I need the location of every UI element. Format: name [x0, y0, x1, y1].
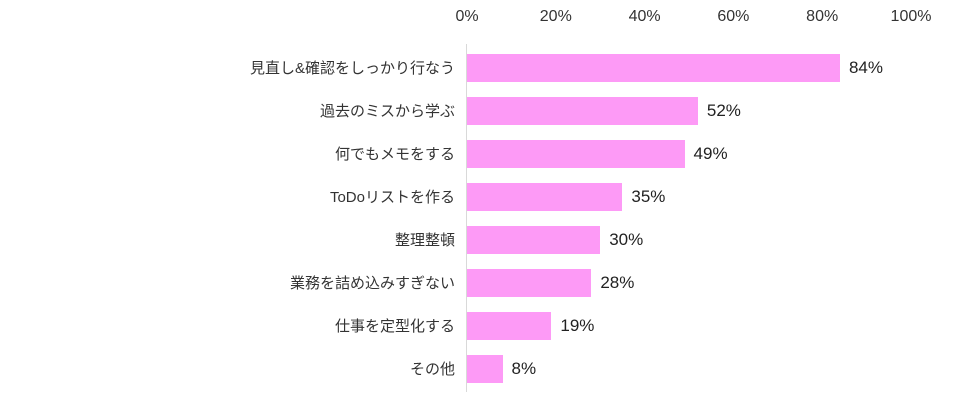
x-tick-label: 20%	[539, 8, 572, 25]
bar-row: 何でもメモをする 49%	[0, 132, 956, 175]
value-label: 35%	[631, 186, 666, 206]
bar	[467, 311, 552, 340]
bar-row: ToDoリストを作る 35%	[0, 175, 956, 218]
bar	[467, 182, 623, 211]
bar-row: 仕事を定型化する 19%	[0, 304, 956, 347]
x-tick-label: 80%	[806, 8, 839, 25]
bar	[467, 139, 685, 168]
bar-track: 49%	[467, 139, 911, 168]
category-label: 何でもメモをする	[334, 146, 455, 163]
value-label: 19%	[560, 315, 595, 335]
value-label: 28%	[600, 272, 635, 292]
bar	[467, 53, 840, 82]
bar-track: 19%	[467, 311, 911, 340]
bar-track: 52%	[467, 96, 911, 125]
x-tick-label: 0%	[455, 8, 479, 25]
y-axis-line	[466, 44, 467, 392]
bar-track: 8%	[467, 354, 911, 383]
bar-row: その他 8%	[0, 347, 956, 390]
category-label: 整理整頓	[394, 232, 455, 249]
value-label: 49%	[693, 143, 728, 163]
category-label: 業務を詰め込みすぎない	[289, 275, 455, 292]
bar-rows: 見直し&確認をしっかり行なう 84% 過去のミスから学ぶ 52% 何でもメモをする 49%…	[0, 46, 956, 390]
bar-row: 整理整頓 30%	[0, 218, 956, 261]
category-label: 見直し&確認をしっかり行なう	[249, 60, 455, 77]
bar-row: 見直し&確認をしっかり行なう 84%	[0, 46, 956, 89]
bar-track: 84%	[467, 53, 911, 82]
category-label: ToDoリストを作る	[329, 189, 455, 206]
value-label: 30%	[609, 229, 644, 249]
value-label: 8%	[511, 358, 537, 378]
bar-track: 30%	[467, 225, 911, 254]
x-tick-label: 60%	[717, 8, 750, 25]
bar-track: 28%	[467, 268, 911, 297]
x-tick-label: 40%	[628, 8, 661, 25]
category-label: 過去のミスから学ぶ	[319, 103, 455, 120]
category-label: 仕事を定型化する	[334, 318, 455, 335]
x-tick-label: 100%	[890, 8, 932, 25]
bar-row: 過去のミスから学ぶ 52%	[0, 89, 956, 132]
bar-row: 業務を詰め込みすぎない 28%	[0, 261, 956, 304]
bar	[467, 354, 503, 383]
x-axis: 0% 20% 40% 60% 80% 100%	[0, 8, 956, 30]
value-label: 52%	[706, 100, 741, 120]
category-label: その他	[409, 361, 455, 378]
bar	[467, 225, 601, 254]
bar	[467, 268, 592, 297]
bar	[467, 96, 698, 125]
bar-track: 35%	[467, 182, 911, 211]
value-label: 84%	[848, 57, 883, 77]
